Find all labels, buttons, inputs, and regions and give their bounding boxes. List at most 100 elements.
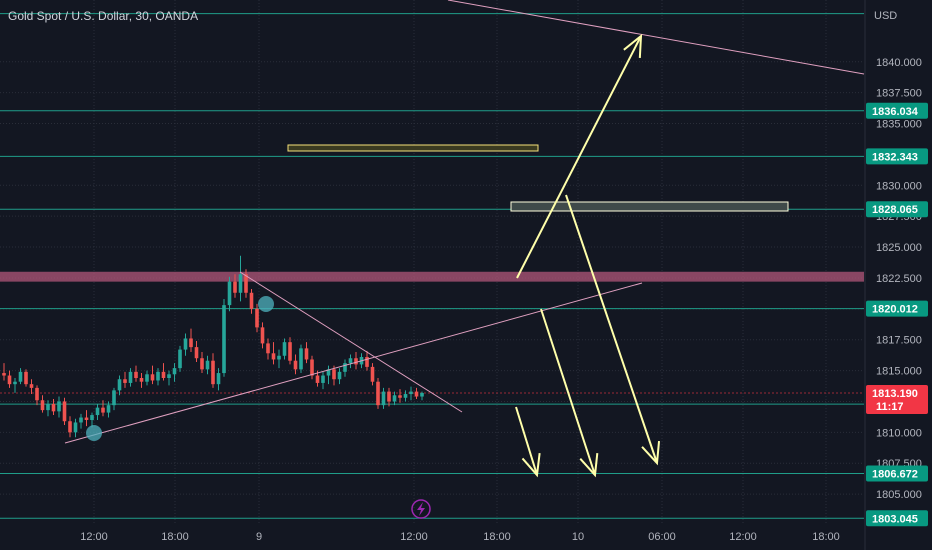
candle-body-55 — [304, 348, 309, 360]
highlight-circle-low — [86, 425, 102, 441]
candle-body-45 — [249, 292, 254, 309]
candle-body-42 — [233, 281, 237, 293]
price-tick-5: 1817.500 — [876, 335, 922, 347]
candle-body-43 — [238, 274, 243, 293]
candle-body-32 — [178, 349, 182, 369]
level-2-label: 1828.065 — [872, 204, 918, 216]
candle-body-21 — [117, 379, 122, 391]
candle-body-9 — [51, 403, 56, 412]
candle-body-31 — [172, 368, 177, 375]
arrow-up-shaft — [516, 35, 642, 279]
level-0-badge — [866, 102, 928, 119]
price-tick-8: 1825.000 — [876, 242, 922, 254]
candle-body-72 — [398, 395, 402, 398]
arrow-down-2-shaft — [540, 308, 596, 476]
candle-body-18 — [101, 407, 105, 413]
candle-body-26 — [145, 374, 149, 382]
candle-body-50 — [277, 355, 281, 360]
candle-body-36 — [200, 358, 204, 370]
target-box-upper — [287, 144, 539, 152]
level-2-badge — [866, 201, 928, 218]
time-tick-0: 12:00 — [80, 531, 108, 543]
candle-body-22 — [123, 379, 127, 383]
candle-body-70 — [387, 391, 391, 402]
level-6-badge — [866, 510, 928, 527]
current-price-badge — [866, 384, 928, 414]
candle-body-11 — [62, 401, 67, 422]
candle-body-53 — [293, 360, 298, 370]
candle-body-74 — [409, 391, 413, 395]
price-tick-12: 1837.500 — [876, 88, 922, 100]
level-6-label: 1803.045 — [872, 513, 918, 525]
candle-body-2 — [13, 381, 17, 385]
arrow-down-2-head — [579, 453, 599, 478]
price-tick-4: 1815.000 — [876, 366, 922, 378]
arrow-down-3-shaft — [565, 194, 658, 464]
horizontal-levels — [0, 13, 864, 519]
candle-body-23 — [128, 371, 133, 383]
target-box-lower — [510, 201, 789, 212]
time-tick-2: 9 — [256, 531, 262, 543]
candle-body-60 — [332, 369, 336, 380]
drawings — [64, 0, 865, 478]
level-3-badge — [866, 300, 928, 317]
level-1-badge — [866, 148, 928, 165]
candle-body-57 — [315, 375, 320, 383]
descending-trendline — [239, 271, 463, 413]
arrow-up-head — [623, 33, 643, 59]
candle-body-25 — [139, 378, 144, 382]
time-tick-7: 12:00 — [729, 531, 757, 543]
level-1-label: 1832.343 — [872, 151, 918, 163]
candle-body-71 — [392, 395, 397, 402]
candle-body-37 — [205, 360, 210, 370]
candle-body-51 — [282, 342, 287, 356]
candle-body-28 — [156, 371, 160, 381]
candle-body-13 — [73, 422, 78, 433]
time-axis: 12:00 18:00 9 12:00 18:00 10 06:00 12:00 18:00 — [80, 531, 840, 543]
candle-body-67 — [370, 366, 375, 382]
candle-body-41 — [227, 281, 232, 306]
candle-body-52 — [288, 342, 292, 361]
price-axis: 1805.0001807.5001810.0001812.5001815.000… — [864, 0, 928, 550]
level-0-label: 1836.034 — [872, 106, 919, 118]
candle-body-48 — [266, 343, 270, 354]
symbol-title[interactable]: Gold Spot / U.S. Dollar, 30, OANDA — [8, 9, 198, 23]
candle-body-54 — [299, 348, 303, 370]
candle-body-62 — [343, 363, 347, 372]
price-tick-13: 1840.000 — [876, 57, 922, 69]
candle-body-64 — [354, 358, 358, 365]
candle-body-39 — [216, 373, 221, 385]
candle-body-47 — [260, 327, 265, 344]
resistance-zone — [0, 271, 864, 282]
highlight-circle-high — [258, 296, 274, 312]
time-tick-1: 18:00 — [161, 531, 189, 543]
candle-body-1 — [7, 375, 12, 385]
candle-body-34 — [189, 338, 193, 348]
candle-body-12 — [68, 421, 72, 433]
candle-body-19 — [106, 405, 111, 413]
arrow-down-3-head — [641, 441, 661, 466]
candle-body-44 — [244, 274, 248, 293]
candle-body-66 — [365, 357, 369, 367]
level-5-badge — [866, 465, 928, 482]
candle-body-27 — [150, 374, 155, 381]
price-tick-11: 1835.000 — [876, 119, 922, 131]
lightning-icon[interactable] — [411, 499, 431, 519]
ascending-trendline — [64, 282, 643, 444]
candle-body-61 — [337, 371, 342, 380]
candlesticks — [2, 255, 424, 438]
candle-body-75 — [414, 391, 419, 397]
candle-body-68 — [376, 381, 380, 406]
candle-body-8 — [46, 403, 50, 411]
time-tick-5: 10 — [572, 531, 584, 543]
level-5-label: 1806.672 — [872, 468, 918, 480]
candle-body-56 — [310, 359, 314, 376]
price-tick-2: 1810.000 — [876, 427, 922, 439]
time-tick-4: 18:00 — [483, 531, 511, 543]
currency-label[interactable]: USD — [874, 10, 897, 22]
candle-body-33 — [183, 338, 188, 350]
candle-body-5 — [29, 384, 34, 388]
candle-body-76 — [420, 392, 424, 397]
